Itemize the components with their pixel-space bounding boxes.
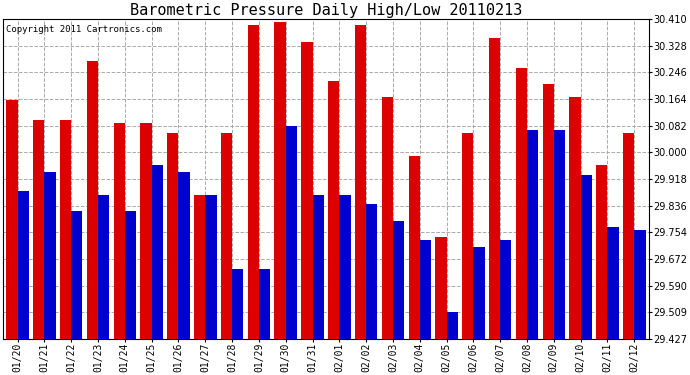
Text: Copyright 2011 Cartronics.com: Copyright 2011 Cartronics.com [6,26,162,34]
Bar [408,156,420,339]
Bar [221,133,232,339]
Bar [232,269,244,339]
Bar [382,97,393,339]
Bar [194,195,205,339]
Bar [87,61,98,339]
Bar [44,172,56,339]
Bar [114,123,125,339]
Bar [286,126,297,339]
Bar [500,240,511,339]
Bar [259,269,270,339]
Bar [179,172,190,339]
Bar [302,42,313,339]
Bar [339,195,351,339]
Bar [393,220,404,339]
Bar [328,81,339,339]
Bar [6,100,17,339]
Bar [205,195,217,339]
Bar [140,123,152,339]
Bar [554,129,565,339]
Bar [446,312,458,339]
Bar [125,211,136,339]
Bar [60,120,71,339]
Bar [313,195,324,339]
Bar [98,195,109,339]
Bar [355,26,366,339]
Bar [33,120,44,339]
Bar [167,133,179,339]
Bar [607,227,619,339]
Bar [420,240,431,339]
Bar [17,191,29,339]
Bar [581,175,592,339]
Bar [462,133,473,339]
Bar [527,129,538,339]
Bar [623,133,634,339]
Bar [71,211,82,339]
Title: Barometric Pressure Daily High/Low 20110213: Barometric Pressure Daily High/Low 20110… [130,3,522,18]
Bar [248,26,259,339]
Bar [275,22,286,339]
Bar [366,204,377,339]
Bar [152,165,163,339]
Bar [596,165,607,339]
Bar [542,84,554,339]
Bar [634,230,646,339]
Bar [473,247,484,339]
Bar [435,237,446,339]
Bar [569,97,581,339]
Bar [489,39,500,339]
Bar [516,68,527,339]
